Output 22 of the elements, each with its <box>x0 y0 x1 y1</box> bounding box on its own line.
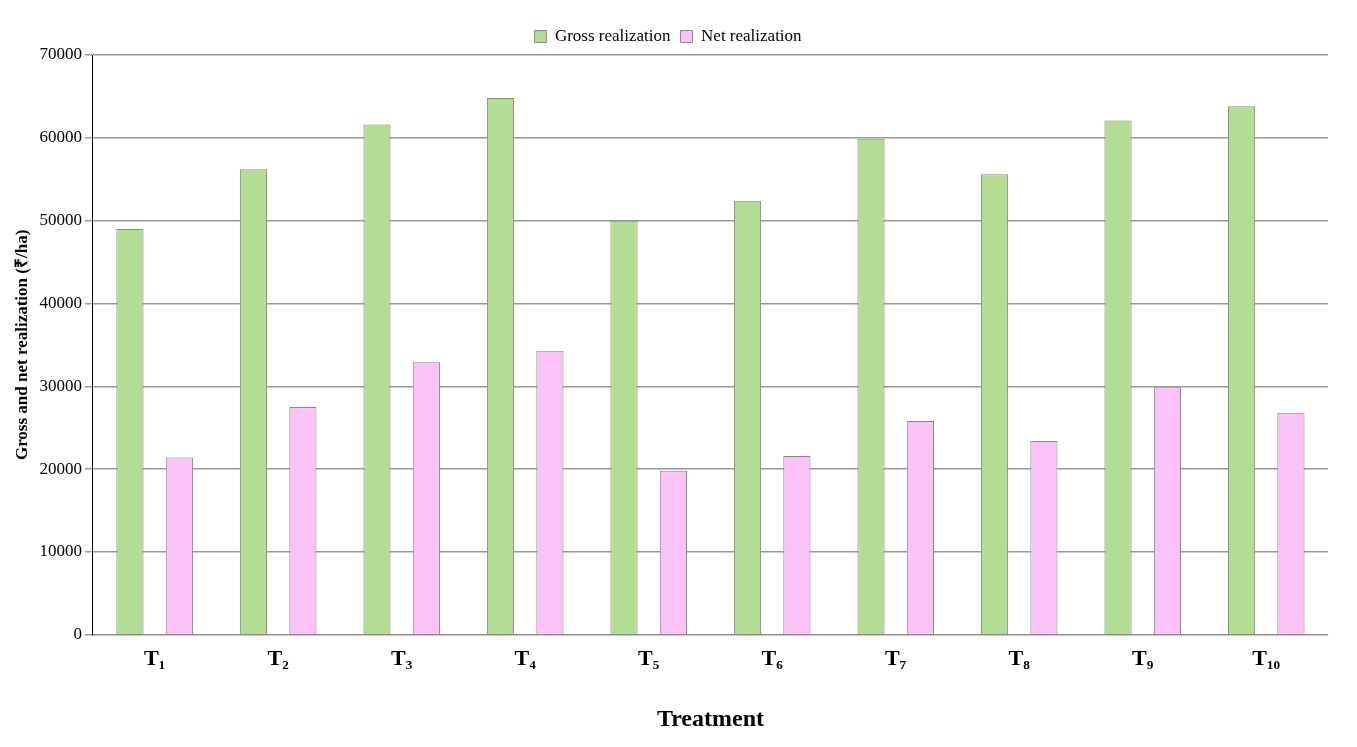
y-tick-label: 20000 <box>39 458 82 478</box>
y-tick-label: 70000 <box>39 44 82 64</box>
x-tick-label: T₃ <box>391 644 413 670</box>
x-tick-label: T₈ <box>1008 644 1031 670</box>
legend-label: Net realization <box>701 25 803 45</box>
x-axis-title: Treatment <box>656 704 764 731</box>
x-tick-label: T₁ <box>144 644 166 670</box>
x-tick-label: T₆ <box>761 644 784 670</box>
legend-label: Gross realization <box>554 25 672 45</box>
y-tick-label: 10000 <box>39 541 82 561</box>
y-tick-label: 40000 <box>39 292 82 312</box>
x-tick-label: T₅ <box>638 644 660 670</box>
y-tick-label: 30000 <box>39 375 82 395</box>
x-tick-label: T₁₀ <box>1252 644 1281 670</box>
x-tick-label: T₇ <box>885 644 907 670</box>
y-tick-label: 60000 <box>39 127 82 147</box>
y-axis-title: Gross and net realization (₹/ha) <box>11 229 31 461</box>
x-tick-label: T₂ <box>267 644 290 670</box>
y-tick-label: 50000 <box>39 210 82 230</box>
y-tick-label: 0 <box>73 624 82 644</box>
x-tick-label: T₄ <box>514 644 537 670</box>
x-tick-label: T₉ <box>1132 644 1154 670</box>
